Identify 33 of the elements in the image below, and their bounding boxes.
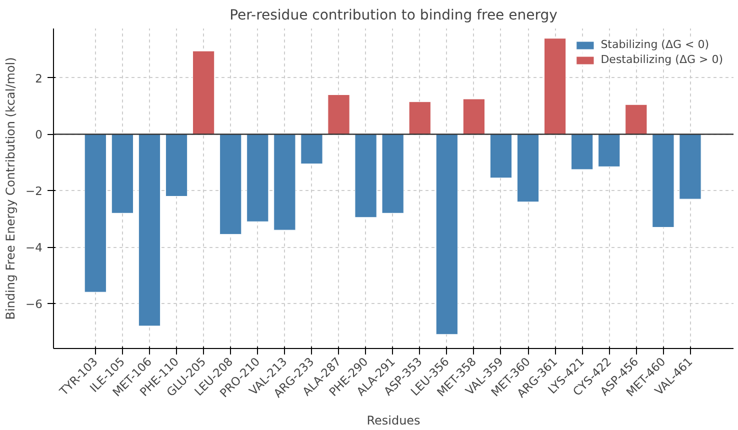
bar: [462, 98, 486, 134]
bar: [138, 134, 161, 326]
bar: [192, 50, 215, 134]
bar: [652, 134, 674, 228]
bar: [490, 134, 512, 178]
bar: [679, 134, 702, 200]
bar: [408, 102, 431, 134]
y-tick-label: −6: [26, 296, 42, 311]
bar: [436, 134, 458, 335]
bar: [220, 134, 242, 235]
bar: [382, 134, 404, 214]
legend-label: Stabilizing (ΔG < 0): [600, 38, 710, 51]
bar: [165, 134, 188, 197]
bar: [274, 134, 296, 230]
y-axis-title: Binding Free Energy Contribution (kcal/mol): [4, 57, 18, 320]
legend-label: Destabilizing (ΔG > 0): [600, 53, 723, 66]
bar: [328, 94, 350, 134]
bar: [111, 134, 134, 214]
x-axis-title: Residues: [366, 413, 420, 428]
bar: [354, 134, 377, 218]
bar: [571, 134, 594, 170]
bar: [246, 134, 269, 222]
y-tick-label: −4: [26, 240, 42, 254]
bar: [625, 104, 648, 134]
bar: [516, 134, 540, 202]
y-tick-label: 0: [35, 128, 43, 142]
bar: [84, 134, 106, 292]
y-tick-label: −2: [26, 184, 42, 198]
y-tick-label: 2: [35, 71, 43, 86]
bar: [300, 134, 323, 164]
bar: [544, 38, 566, 134]
bar: [598, 134, 620, 167]
chart-title: Per-residue contribution to binding free energy: [230, 8, 558, 24]
